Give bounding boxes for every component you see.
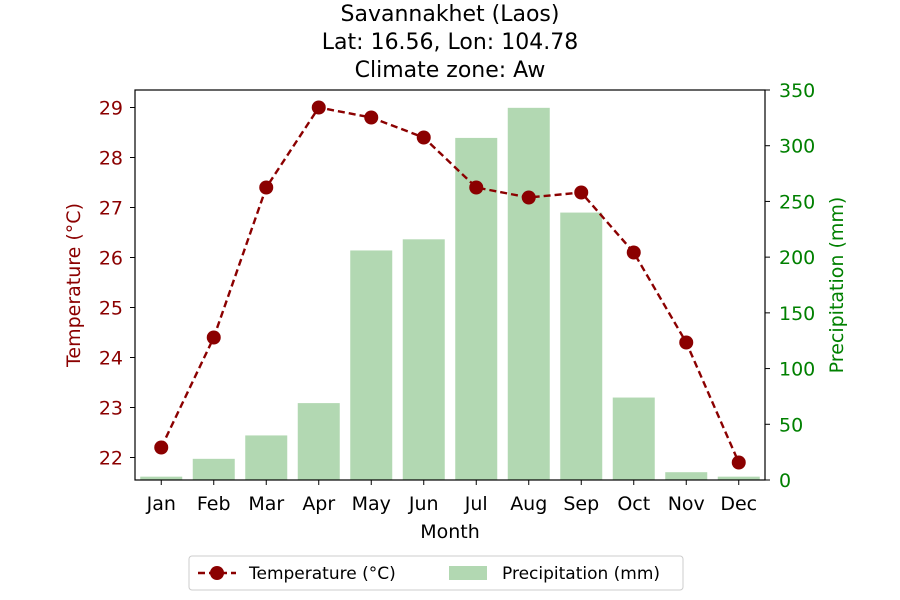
precipitation-bars (140, 107, 760, 481)
precip-bar-feb (192, 458, 235, 480)
temperature-line (160, 106, 740, 463)
temp-tick-label-22: 22 (99, 448, 123, 470)
precip-bar-jan (140, 476, 183, 480)
temp-marker-may (364, 110, 379, 125)
temp-marker-feb (206, 330, 221, 345)
temp-marker-nov (679, 335, 694, 350)
precip-tick-label-250: 250 (779, 191, 815, 213)
precip-tick-label-200: 200 (779, 247, 815, 269)
precip-tick-label-350: 350 (779, 80, 815, 102)
precip-bar-jun (402, 239, 445, 480)
x-tick-label-jan: Jan (146, 493, 176, 515)
title-line-2: Lat: 16.56, Lon: 104.78 (322, 30, 578, 55)
temp-tick-label-29: 29 (99, 98, 123, 120)
legend-temperature-label: Temperature (°C) (248, 564, 396, 584)
legend-precipitation-label: Precipitation (mm) (502, 564, 660, 584)
x-axis-label: Month (420, 521, 480, 543)
x-tick-label-may: May (352, 493, 391, 515)
temp-tick-label-25: 25 (99, 298, 123, 320)
x-axis: Jan Feb Mar Apr May Jun Jul Aug Sep Oct Nov Dec (146, 480, 757, 515)
legend: Temperature (°C) Precipitation (mm) (188, 555, 684, 591)
temp-marker-aug (521, 190, 536, 205)
x-tick-label-dec: Dec (720, 493, 757, 515)
precip-tick-label-50: 50 (779, 414, 803, 436)
precip-bar-sep (560, 212, 603, 481)
precip-tick-label-150: 150 (779, 303, 815, 325)
precip-bar-apr (297, 403, 340, 480)
temp-marker-oct (626, 245, 641, 260)
legend-box (188, 555, 684, 591)
x-tick-label-oct: Oct (617, 493, 650, 515)
temp-tick-label-26: 26 (99, 248, 123, 270)
temperature-axis-label: Temperature (°C) (63, 203, 85, 368)
x-tick-label-jun: Jun (408, 493, 439, 515)
precip-tick-label-300: 300 (779, 136, 815, 158)
temp-tick-label-23: 23 (99, 398, 123, 420)
temp-marker-jul (469, 180, 484, 195)
temp-tick-label-27: 27 (99, 198, 123, 220)
precipitation-axis-label: Precipitation (mm) (826, 197, 848, 374)
legend-temperature-swatch-marker (210, 566, 224, 580)
x-tick-label-mar: Mar (248, 493, 284, 515)
precip-bar-mar (245, 435, 288, 480)
precip-bar-aug (507, 107, 550, 480)
precip-bar-jul (455, 137, 498, 480)
precip-tick-label-0: 0 (779, 470, 791, 492)
precip-bar-may (350, 250, 393, 480)
x-tick-label-sep: Sep (563, 493, 599, 515)
x-tick-label-jul: Jul (464, 493, 488, 515)
plot-frame (134, 89, 766, 481)
temp-marker-dec (731, 455, 746, 470)
temp-marker-jan (154, 440, 169, 455)
x-tick-label-feb: Feb (197, 493, 231, 515)
title-line-3: Climate zone: Aw (355, 58, 546, 83)
temp-marker-mar (259, 180, 274, 195)
temp-tick-label-28: 28 (99, 148, 123, 170)
temperature-axis: 22 23 24 25 26 27 28 29 (99, 98, 135, 470)
temp-marker-apr (311, 100, 326, 115)
precip-bar-nov (665, 472, 708, 480)
temperature-line-group (154, 100, 746, 470)
title-line-1: Savannakhet (Laos) (341, 2, 560, 27)
chart-title: Savannakhet (Laos) Lat: 16.56, Lon: 104.… (322, 2, 578, 83)
precip-bar-dec (717, 476, 760, 480)
precip-bar-oct (612, 397, 655, 480)
temp-marker-sep (574, 185, 589, 200)
temp-tick-label-24: 24 (99, 348, 123, 370)
x-tick-label-nov: Nov (668, 493, 705, 515)
precip-tick-label-100: 100 (779, 359, 815, 381)
x-tick-label-aug: Aug (510, 493, 547, 515)
temp-marker-jun (416, 130, 431, 145)
x-tick-label-apr: Apr (302, 493, 335, 515)
legend-precipitation-swatch (449, 566, 487, 580)
precipitation-axis: 0 50 100 150 200 250 300 350 (765, 80, 815, 492)
